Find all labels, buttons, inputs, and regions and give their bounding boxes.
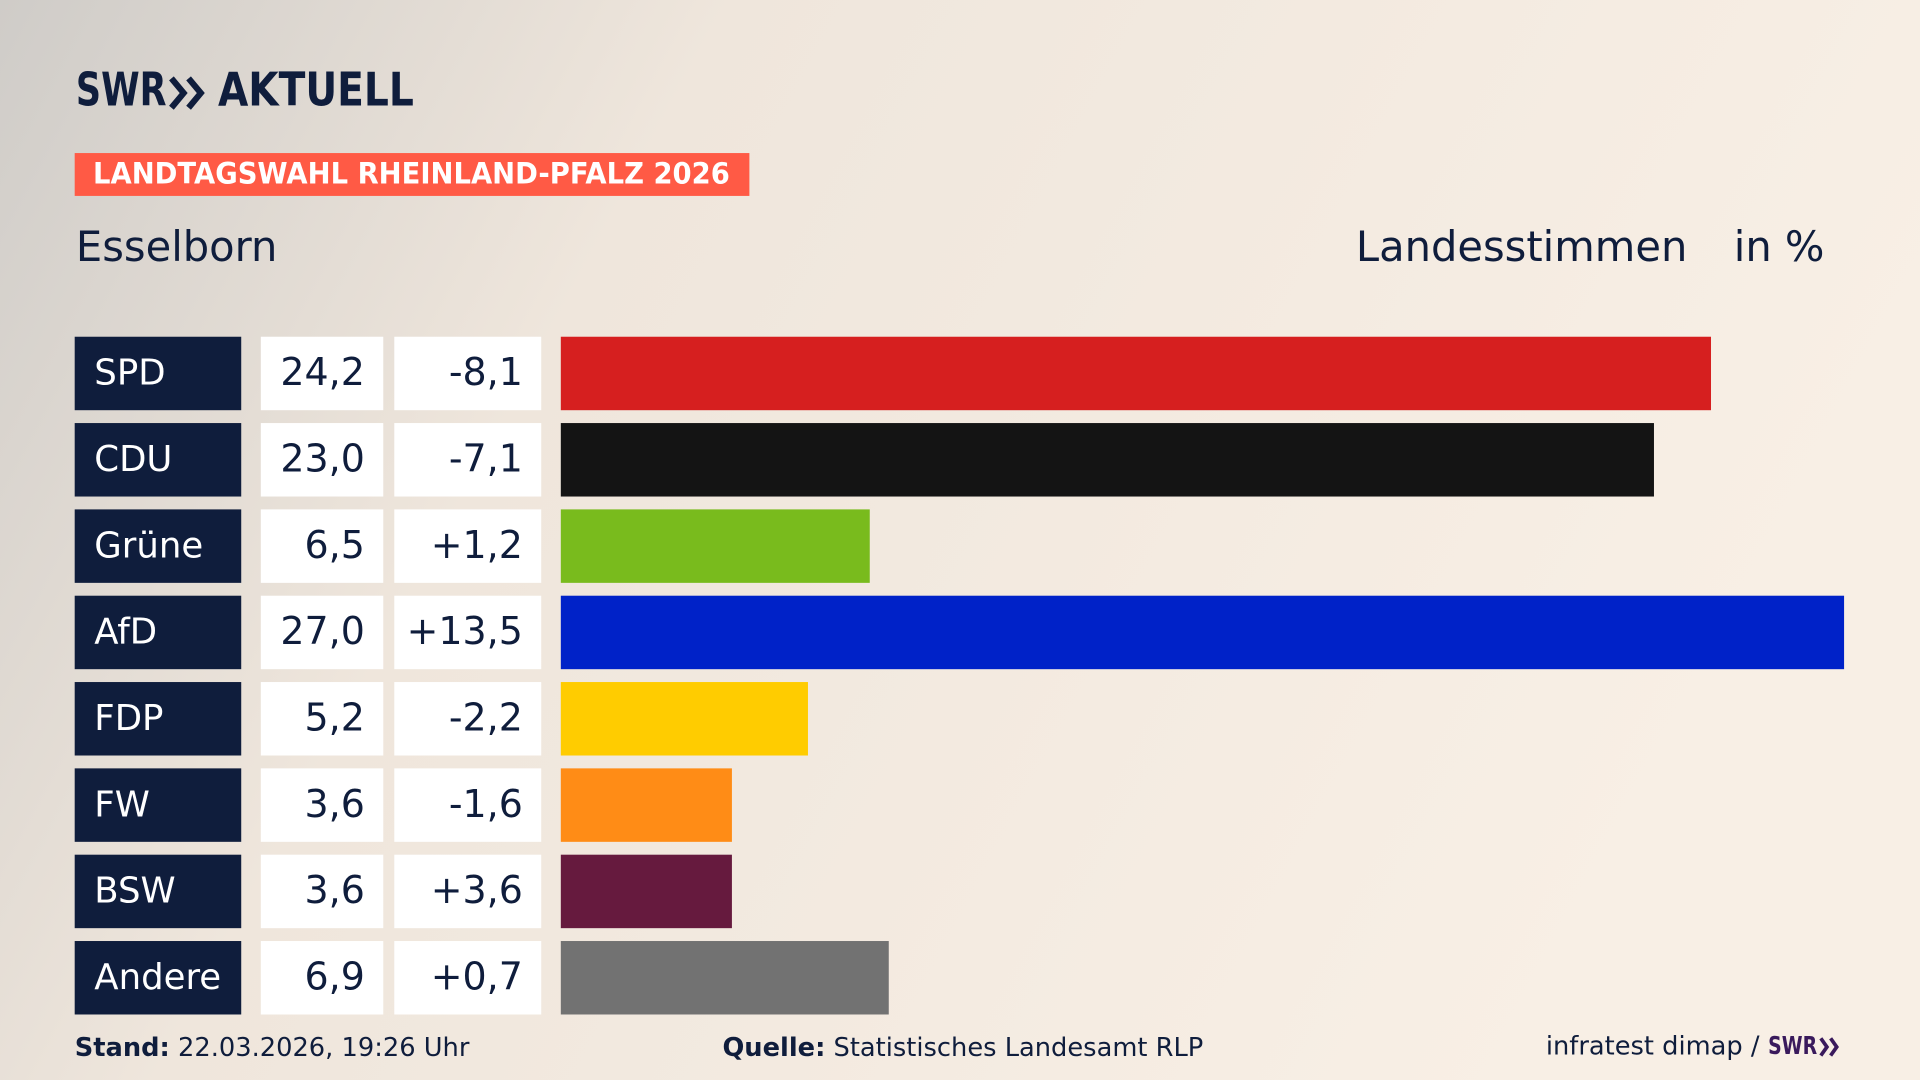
value-box	[260, 595, 384, 670]
change-box	[394, 336, 542, 411]
party-label: FW	[94, 784, 150, 825]
stand-value: 22.03.2026, 19:26 Uhr	[178, 1033, 470, 1063]
party-label: CDU	[94, 439, 172, 480]
logo-swr: SWR	[76, 63, 167, 117]
bar	[560, 854, 732, 929]
change-label: +13,5	[407, 609, 523, 653]
bar	[560, 336, 1712, 411]
value-box	[260, 423, 384, 497]
bar	[560, 509, 870, 583]
party-label: FDP	[94, 698, 163, 739]
party-box	[74, 854, 242, 929]
change-label: -2,2	[449, 695, 523, 739]
party-box	[74, 509, 242, 583]
value-box	[260, 768, 384, 842]
value-box	[260, 941, 384, 1015]
party-box	[74, 941, 242, 1015]
logo-chevron	[169, 76, 188, 110]
source-label: Quelle:	[722, 1033, 825, 1063]
unit: in %	[1734, 222, 1825, 271]
bar	[560, 941, 889, 1015]
source: Quelle: Statistisches Landesamt RLP	[722, 1033, 1203, 1063]
change-label: -7,1	[449, 437, 523, 481]
party-label: Grüne	[94, 525, 203, 566]
credit-chevron	[1819, 1037, 1830, 1057]
change-box	[394, 854, 542, 929]
change-label: +0,7	[431, 954, 523, 998]
change-box	[394, 423, 542, 497]
party-label: BSW	[94, 871, 175, 912]
party-label: AfD	[94, 612, 157, 653]
party-label: Andere	[94, 957, 221, 998]
value-label: 23,0	[280, 437, 364, 481]
bar	[560, 423, 1654, 497]
party-box	[74, 423, 242, 497]
value-label: 3,6	[305, 868, 365, 912]
logo-aktuell: AKTUELL	[218, 63, 414, 117]
badge	[74, 153, 750, 196]
source-value: Statistisches Landesamt RLP	[834, 1033, 1204, 1063]
party-box	[74, 595, 242, 670]
change-box	[394, 682, 542, 756]
value-label: 24,2	[280, 350, 364, 394]
party-box	[74, 682, 242, 756]
stand: Stand: 22.03.2026, 19:26 Uhr	[75, 1033, 470, 1063]
party-box	[74, 768, 242, 842]
place: Esselborn	[76, 222, 278, 271]
value-box	[260, 509, 384, 583]
party-label: SPD	[94, 353, 165, 394]
value-box	[260, 682, 384, 756]
value-label: 6,5	[305, 523, 365, 567]
value-label: 5,2	[305, 695, 365, 739]
change-label: +3,6	[431, 868, 523, 912]
credit-chevron	[1829, 1037, 1839, 1057]
change-label: -8,1	[449, 350, 523, 394]
value-box	[260, 336, 384, 411]
credit-logo: SWR	[1768, 1031, 1817, 1060]
change-box	[394, 595, 542, 670]
change-label: -1,6	[449, 782, 523, 826]
value-label: 3,6	[305, 782, 365, 826]
vote-type: Landesstimmen	[1356, 222, 1687, 271]
value-label: 27,0	[280, 609, 364, 653]
badge-text: LANDTAGSWAHL RHEINLAND-PFALZ 2026	[93, 157, 730, 191]
stand-label: Stand:	[75, 1033, 170, 1063]
bar	[560, 595, 1845, 670]
credit: infratest dimap /	[1546, 1031, 1760, 1061]
change-box	[394, 768, 542, 842]
bar	[560, 768, 732, 842]
logo-chevron	[186, 76, 205, 110]
change-label: +1,2	[431, 523, 523, 567]
value-label: 6,9	[305, 954, 365, 998]
value-box	[260, 854, 384, 929]
change-box	[394, 941, 542, 1015]
party-box	[74, 336, 242, 411]
bar	[560, 682, 808, 756]
change-box	[394, 509, 542, 583]
